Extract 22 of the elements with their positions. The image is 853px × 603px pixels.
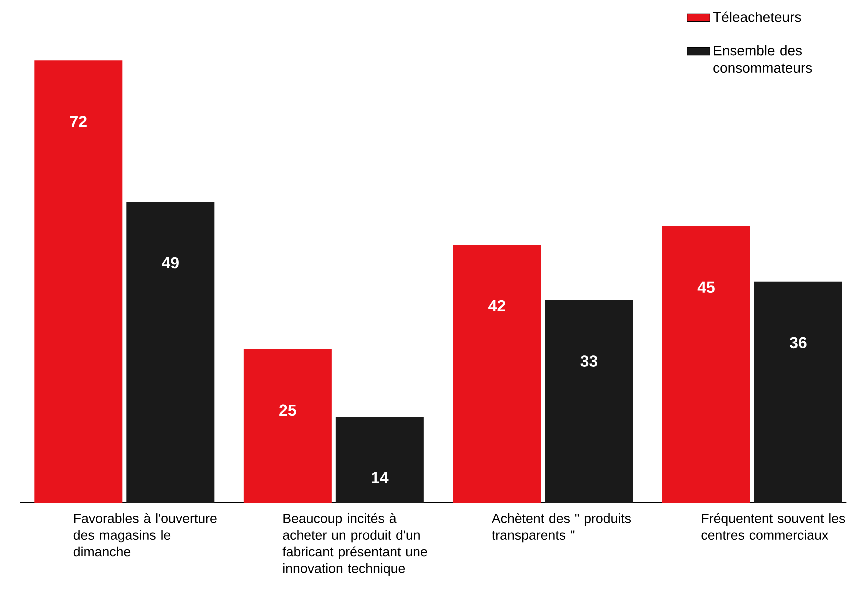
bar: [244, 349, 332, 503]
bar: [453, 244, 542, 503]
legend-label: Téleacheteurs: [713, 12, 802, 22]
data-label: 25: [280, 404, 296, 416]
data-label: 49: [162, 257, 179, 269]
bar: [754, 282, 842, 503]
bar: [336, 416, 424, 503]
data-label: 42: [488, 300, 506, 312]
data-label: 33: [580, 356, 598, 367]
x-tick-label: Favorables à l'ouverture des magasins le dimanche: [74, 513, 217, 557]
data-label: 36: [790, 337, 807, 349]
bar: [662, 226, 750, 503]
bar: [34, 60, 123, 503]
x-tick-label: Fréquentent souvent les centres commerciaux: [702, 513, 846, 540]
x-tick-label: Achètent des " produits transparents ": [492, 513, 632, 543]
data-label: 14: [372, 472, 389, 484]
data-label: 72: [70, 116, 87, 128]
bar: [126, 202, 215, 503]
bar: [545, 300, 634, 503]
legend-label: Ensemble des consommateurs: [714, 45, 812, 74]
x-tick-label: Beaucoup incités à acheter un produit d'un fabricant présentant une innovation technique: [282, 513, 428, 576]
data-label: 45: [698, 282, 715, 294]
